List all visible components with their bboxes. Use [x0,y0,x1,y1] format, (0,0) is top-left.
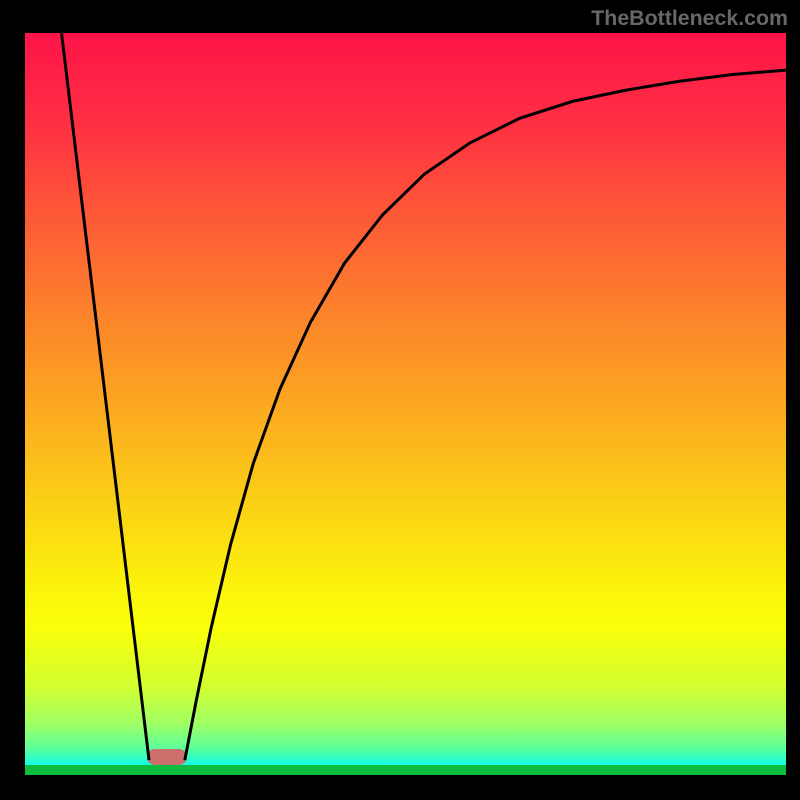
gradient-background [25,33,786,775]
green-baseline [25,765,786,775]
valley-marker-bar [147,749,187,765]
watermark-text: TheBottleneck.com [591,6,788,31]
frame-left [0,0,25,800]
plot-area [25,33,786,775]
frame-bottom [0,775,800,800]
frame-right [786,0,800,800]
